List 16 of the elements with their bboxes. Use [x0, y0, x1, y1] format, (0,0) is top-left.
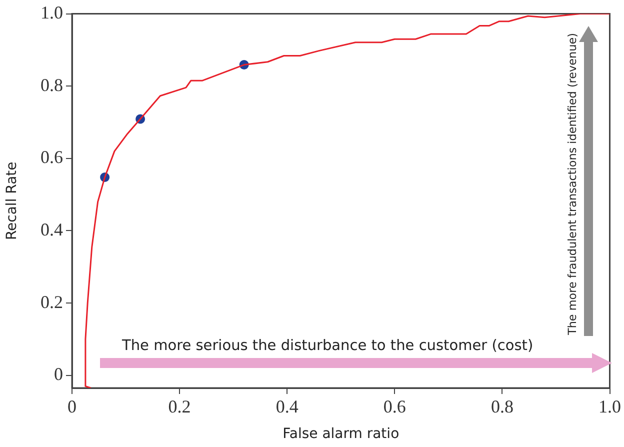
- y-tick-label: 0.2: [40, 292, 63, 312]
- x-axis-title: False alarm ratio: [282, 426, 400, 442]
- y-tick-label: 0.4: [40, 219, 63, 240]
- x-tick-label: 0: [68, 396, 76, 417]
- x-tick-label: 0.8: [490, 396, 514, 417]
- x-tick-label: 0.2: [168, 396, 191, 417]
- annotation: The more fraudulent transactions identified (revenue): [566, 33, 580, 335]
- y-tick-label: 1.0: [40, 2, 63, 23]
- y-tick-label: 0: [54, 364, 63, 384]
- x-tick-label: 1.0: [598, 396, 621, 417]
- x-tick-label: 0.6: [383, 396, 406, 417]
- x-tick-label: 0.4: [276, 396, 298, 417]
- y-tick-label: 0.6: [40, 147, 63, 168]
- y-tick-label: 0.8: [40, 74, 63, 95]
- annotation: The more serious the disturbance to the customer (cost): [122, 338, 534, 354]
- y-axis-title: Recall Rate: [4, 162, 20, 240]
